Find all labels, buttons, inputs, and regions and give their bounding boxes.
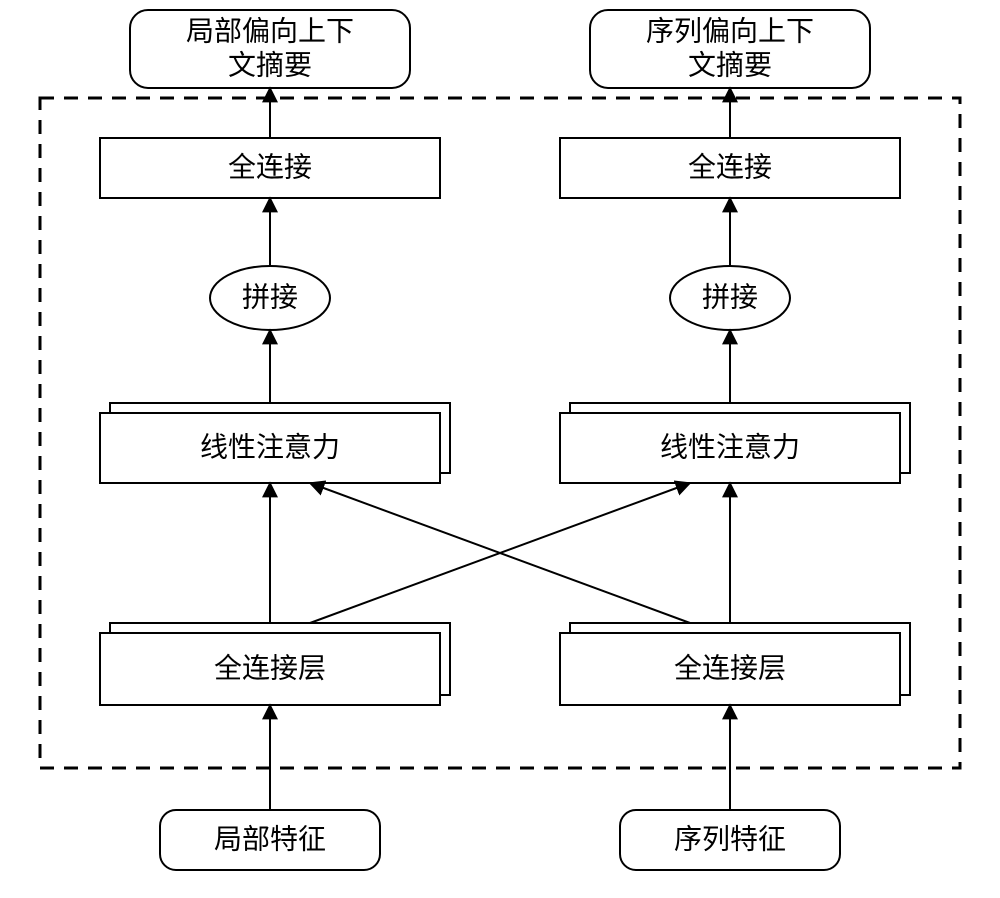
- concat_left: 拼接: [210, 266, 330, 330]
- concat_right: 拼接: [670, 266, 790, 330]
- svg-text:全连接层: 全连接层: [674, 652, 786, 684]
- svg-text:序列特征: 序列特征: [674, 823, 786, 855]
- fc_top_left: 全连接: [100, 138, 440, 198]
- in_left: 局部特征: [160, 810, 380, 870]
- attn_right: 线性注意力: [560, 403, 910, 483]
- svg-text:文摘要: 文摘要: [228, 49, 312, 81]
- out_left: 局部偏向上下文摘要: [130, 10, 410, 88]
- svg-text:拼接: 拼接: [242, 281, 298, 313]
- svg-text:拼接: 拼接: [702, 281, 758, 313]
- out_right: 序列偏向上下文摘要: [590, 10, 870, 88]
- in_right: 序列特征: [620, 810, 840, 870]
- fc_bot_right: 全连接层: [560, 623, 910, 705]
- svg-text:全连接: 全连接: [688, 151, 772, 183]
- svg-text:线性注意力: 线性注意力: [200, 431, 340, 463]
- fc_top_right: 全连接: [560, 138, 900, 198]
- svg-text:文摘要: 文摘要: [688, 49, 772, 81]
- svg-text:线性注意力: 线性注意力: [660, 431, 800, 463]
- svg-text:序列偏向上下: 序列偏向上下: [646, 15, 814, 47]
- svg-text:局部特征: 局部特征: [214, 823, 326, 855]
- svg-text:全连接: 全连接: [228, 151, 312, 183]
- svg-text:全连接层: 全连接层: [214, 652, 326, 684]
- fc_bot_left: 全连接层: [100, 623, 450, 705]
- svg-text:局部偏向上下: 局部偏向上下: [186, 15, 354, 47]
- diagram-canvas: 局部偏向上下文摘要序列偏向上下文摘要全连接全连接拼接拼接线性注意力线性注意力全连…: [0, 0, 1000, 898]
- attn_left: 线性注意力: [100, 403, 450, 483]
